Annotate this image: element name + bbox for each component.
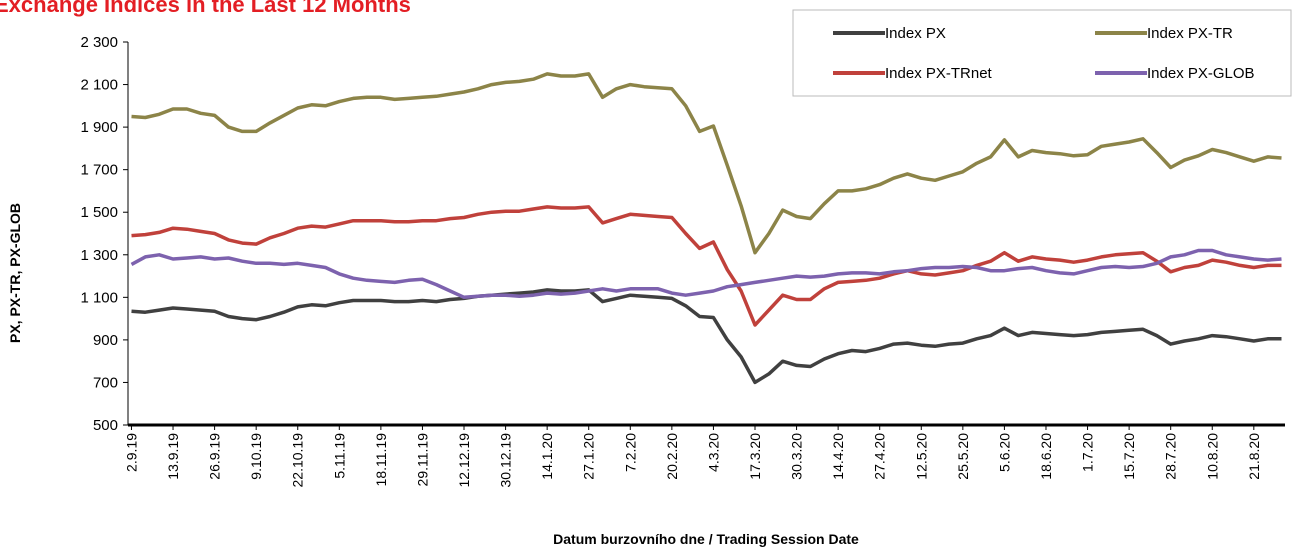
x-tick-label: 10.8.20 xyxy=(1204,433,1220,480)
x-tick-label: 20.2.20 xyxy=(664,433,680,480)
x-tick-label: 14.4.20 xyxy=(830,433,846,480)
series-line xyxy=(131,288,1282,385)
legend-label: Index PX-TR xyxy=(1147,25,1233,42)
y-tick-label: 900 xyxy=(93,332,118,349)
x-tick-label: 4.3.20 xyxy=(705,433,721,472)
x-tick-label: 17.3.20 xyxy=(747,433,763,480)
legend-label: Index PX-TRnet xyxy=(885,65,993,82)
x-tick-label: 5.6.20 xyxy=(996,433,1012,472)
y-tick-label: 1 300 xyxy=(80,247,118,264)
x-tick-label: 27.1.20 xyxy=(581,433,597,480)
x-tick-label: 14.1.20 xyxy=(539,433,555,480)
legend-label: Index PX-GLOB xyxy=(1147,65,1255,82)
y-tick-label: 1 700 xyxy=(80,162,118,179)
y-tick-label: 700 xyxy=(93,374,118,391)
x-tick-label: 30.12.19 xyxy=(498,433,514,488)
legend-box xyxy=(792,9,1292,97)
x-tick-label: 26.9.19 xyxy=(207,433,223,480)
x-tick-label: 27.4.20 xyxy=(872,433,888,480)
series-line xyxy=(131,72,1282,255)
series-line xyxy=(130,248,1282,300)
x-tick-label: 29.11.19 xyxy=(414,433,430,487)
y-tick-label: 1 100 xyxy=(80,289,118,306)
x-tick-label: 1.7.20 xyxy=(1080,433,1096,472)
x-tick-label: 21.8.20 xyxy=(1246,433,1262,480)
x-tick-label: 18.6.20 xyxy=(1038,433,1054,480)
x-tick-label: 9.10.19 xyxy=(248,433,264,480)
x-tick-label: 13.9.19 xyxy=(165,433,181,480)
chart-title: Exchange Indices in the Last 12 Months xyxy=(0,0,411,17)
series-line xyxy=(131,205,1282,327)
x-tick-label: 2.9.19 xyxy=(123,433,139,472)
x-tick-label: 15.7.20 xyxy=(1121,433,1137,480)
y-tick-label: 1 500 xyxy=(80,204,118,221)
x-tick-label: 12.5.20 xyxy=(913,433,929,480)
x-tick-label: 28.7.20 xyxy=(1163,433,1179,480)
x-tick-label: 18.11.19 xyxy=(373,433,389,487)
x-tick-label: 22.10.19 xyxy=(290,433,306,488)
x-tick-label: 12.12.19 xyxy=(456,433,472,488)
y-axis-title: PX, PX-TR, PX-GLOB xyxy=(7,203,23,343)
x-tick-label: 30.3.20 xyxy=(789,433,805,480)
y-tick-label: 1 900 xyxy=(80,119,118,136)
y-tick-label: 2 100 xyxy=(80,77,118,94)
x-tick-label: 25.5.20 xyxy=(955,433,971,480)
x-tick-label: 7.2.20 xyxy=(622,433,638,472)
legend-label: Index PX xyxy=(885,25,946,42)
y-tick-label: 2 300 xyxy=(80,34,118,51)
y-tick-label: 500 xyxy=(93,417,118,434)
x-axis-title: Datum burzovního dne / Trading Session D… xyxy=(553,531,859,547)
x-tick-label: 5.11.19 xyxy=(331,433,347,479)
